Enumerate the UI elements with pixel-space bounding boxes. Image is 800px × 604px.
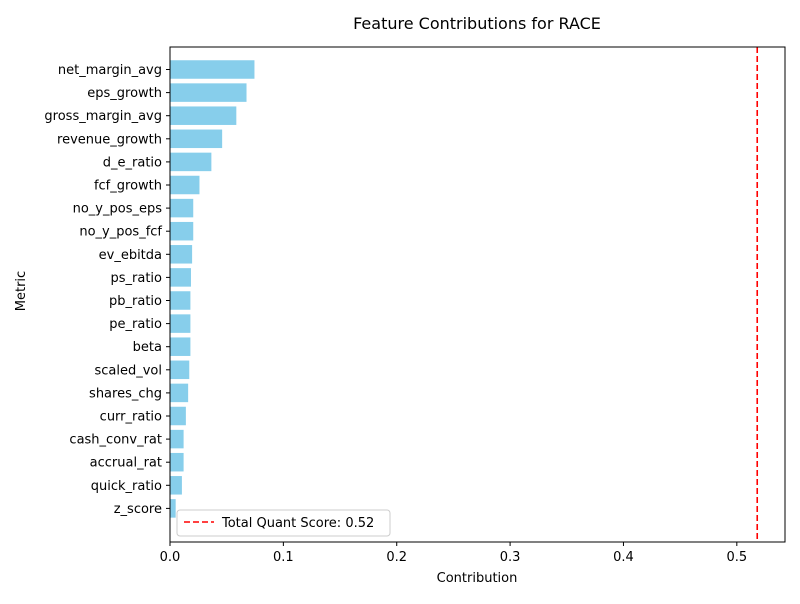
y-tick-label: accrual_rat xyxy=(90,456,162,471)
bar-fcf-growth xyxy=(170,175,200,195)
x-tick-label: 0.2 xyxy=(386,550,407,565)
bar-revenue-growth xyxy=(170,129,223,149)
y-tick-label: revenue_growth xyxy=(57,132,162,147)
y-tick-label: ev_ebitda xyxy=(99,248,162,263)
chart-title: Feature Contributions for RACE xyxy=(353,14,601,33)
bar-eps-growth xyxy=(170,83,247,102)
y-tick-label: shares_chg xyxy=(89,386,162,401)
y-tick-label: no_y_pos_fcf xyxy=(79,225,162,240)
bar-accrual-rat xyxy=(170,452,184,472)
x-tick-label: 0.4 xyxy=(613,550,634,565)
y-tick-label: net_margin_avg xyxy=(58,63,162,78)
bar-quick-ratio xyxy=(170,476,182,495)
bar-pb-ratio xyxy=(170,291,191,310)
x-tick-label: 0.1 xyxy=(273,550,294,565)
x-tick-label: 0.5 xyxy=(726,550,747,565)
y-tick-label: scaled_vol xyxy=(94,363,162,378)
bar-curr-ratio xyxy=(170,406,186,426)
bar-gross-margin-avg xyxy=(170,106,237,125)
y-tick-labels: net_margin_avg eps_growth gross_margin_avg… xyxy=(44,63,162,517)
x-tick-label: 0.3 xyxy=(500,550,521,565)
legend-label: Total Quant Score: 0.52 xyxy=(221,516,374,531)
y-tick-label: eps_growth xyxy=(87,86,162,101)
plot-frame xyxy=(169,46,786,543)
y-tick-label: quick_ratio xyxy=(91,479,162,494)
axes-layer xyxy=(166,46,786,546)
x-tick-label: 0.0 xyxy=(160,550,181,565)
bar-z-score xyxy=(170,499,176,518)
bar-beta xyxy=(170,337,191,356)
bar-shares-chg xyxy=(170,383,189,403)
bar-pe-ratio xyxy=(170,314,191,333)
bar-scaled-vol xyxy=(170,360,190,380)
legend: Total Quant Score: 0.52 xyxy=(176,509,391,537)
y-tick-label: gross_margin_avg xyxy=(44,109,162,124)
bar-d-e-ratio xyxy=(170,152,212,172)
bar-ps-ratio xyxy=(170,268,191,287)
y-tick-label: curr_ratio xyxy=(100,410,162,425)
y-tick-label: no_y_pos_eps xyxy=(73,202,163,217)
x-tick-labels: 0.0 0.1 0.2 0.3 0.4 0.5 xyxy=(160,550,748,565)
bar-no-y-pos-fcf xyxy=(170,221,194,241)
x-axis-label: Contribution xyxy=(437,571,518,586)
y-tick-label: ps_ratio xyxy=(111,271,163,286)
y-tick-label: pe_ratio xyxy=(109,317,162,332)
bar-cash-conv-rat xyxy=(170,429,184,449)
y-tick-label: pb_ratio xyxy=(109,294,162,309)
bars-layer xyxy=(170,60,255,518)
y-tick-label: d_e_ratio xyxy=(103,155,162,170)
y-tick-label: cash_conv_rat xyxy=(69,433,162,448)
y-axis-label: Metric xyxy=(14,271,29,311)
y-tick-label: fcf_growth xyxy=(94,179,162,194)
bar-net-margin-avg xyxy=(170,60,255,79)
y-tick-label: z_score xyxy=(114,502,162,517)
legend-box xyxy=(176,509,391,537)
y-tick-label: beta xyxy=(133,340,162,355)
bar-ev-ebitda xyxy=(170,245,193,264)
bar-no-y-pos-eps xyxy=(170,198,194,218)
